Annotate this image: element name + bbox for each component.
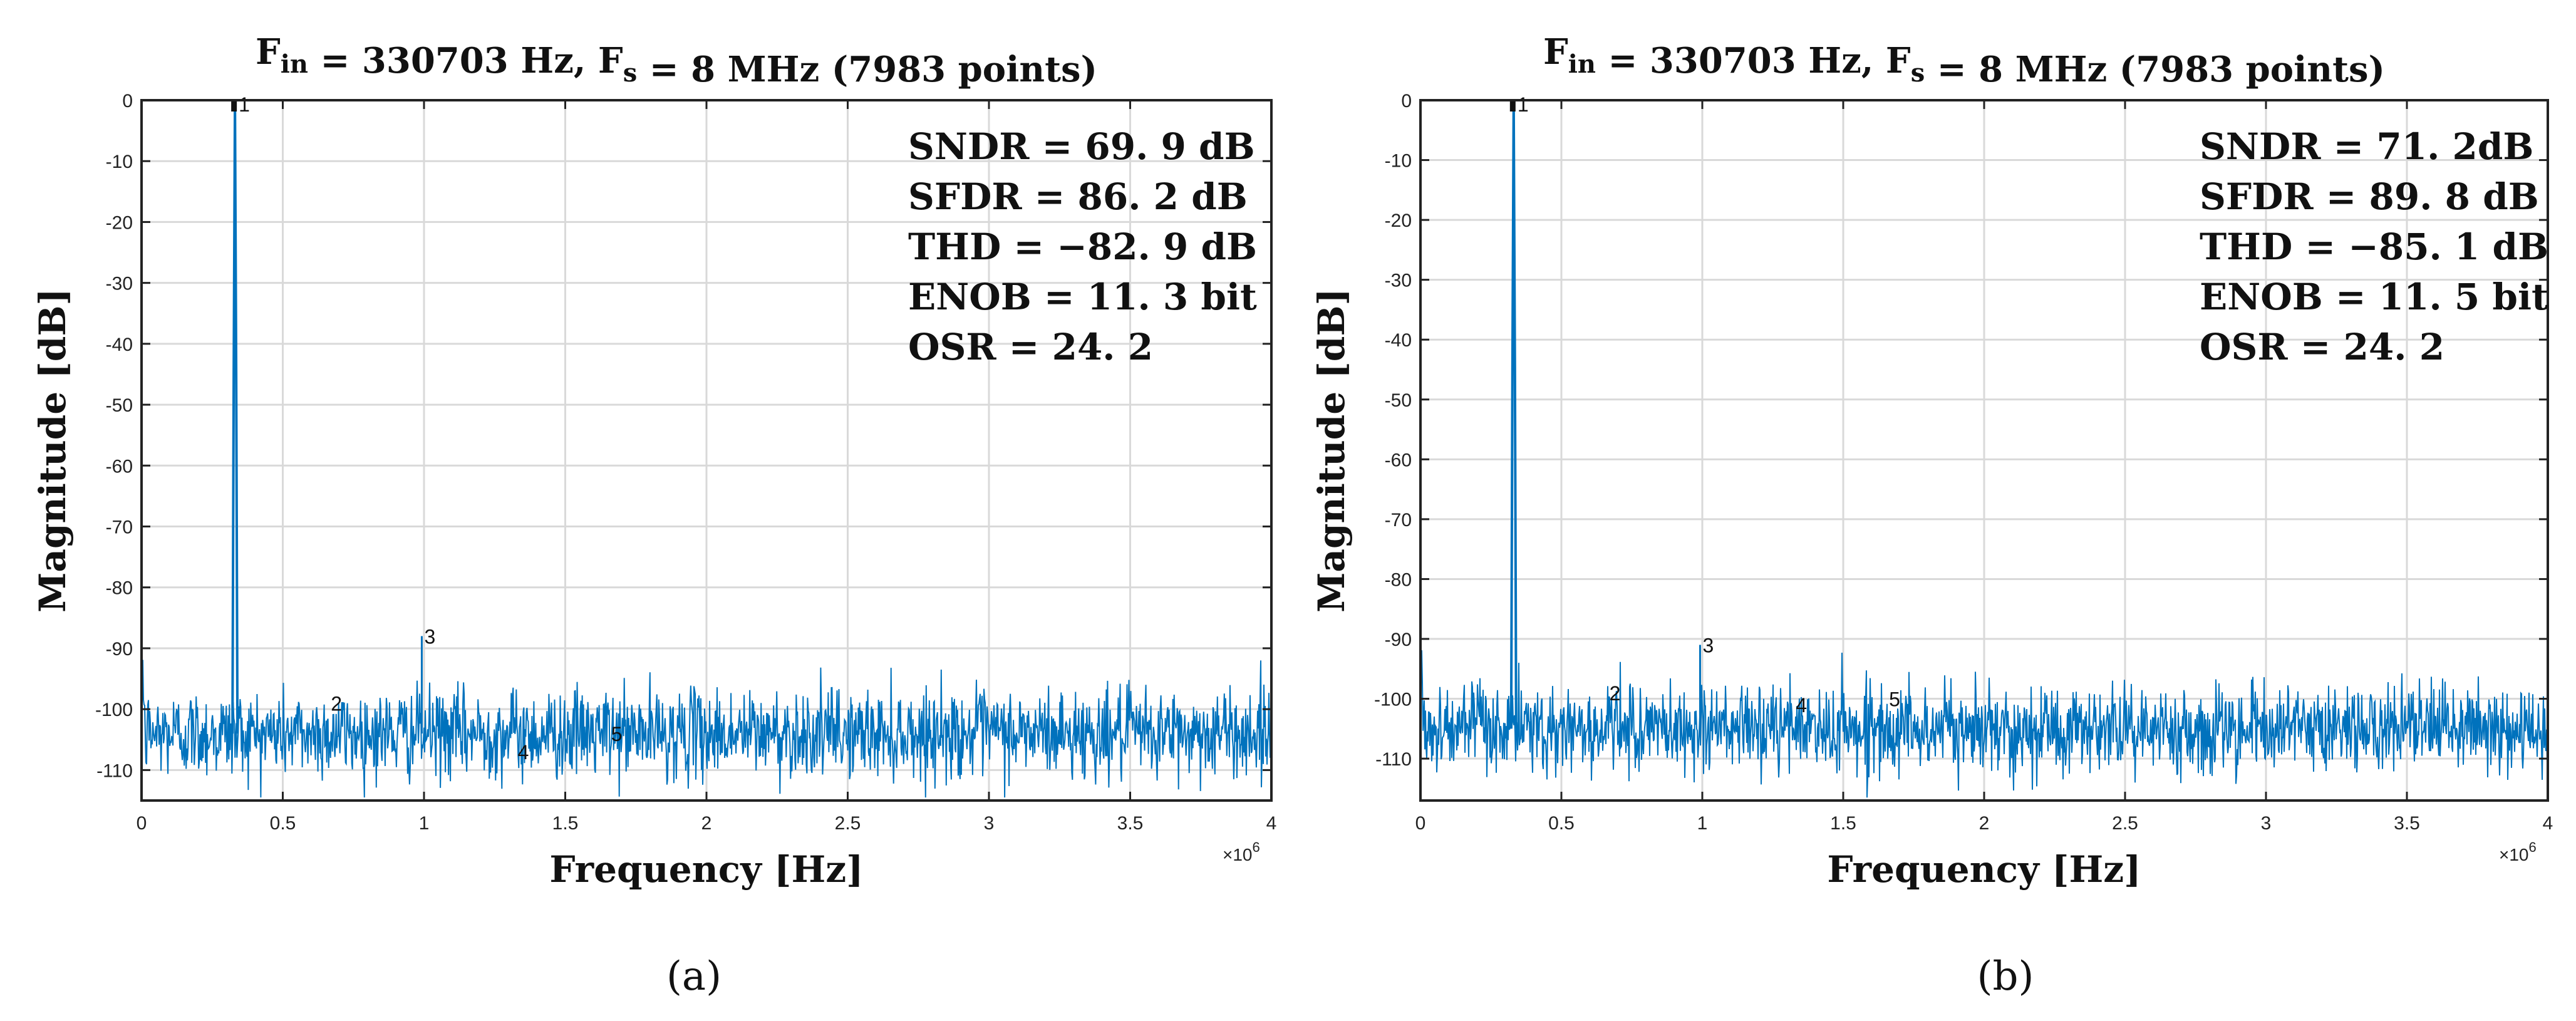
y-tick-label: -30: [1385, 271, 1412, 291]
x-multiplier: ×106: [1223, 839, 1260, 864]
x-tick-label: 4: [1266, 813, 1277, 834]
x-axis-label: Frequency [Hz]: [1827, 848, 2141, 891]
y-tick-label: -40: [1385, 330, 1412, 351]
title-part-f-in-sub: in: [281, 49, 308, 79]
title-part-f-in: F: [256, 31, 281, 73]
x-tick-label: 0: [137, 813, 147, 834]
x-tick-label: 1.5: [552, 813, 579, 834]
harmonic-marker: [231, 100, 237, 111]
title-part-f-in-sub: in: [1568, 49, 1596, 79]
stats-annotation: SNDR = 71. 2dB: [2200, 125, 2533, 168]
title-part-f-s-eq: = 8 MHz (7983 points): [1925, 49, 2385, 90]
y-tick-label: -10: [1385, 151, 1412, 172]
title-part-f-s-sub: s: [1911, 58, 1925, 88]
x-axis-label: Frequency [Hz]: [549, 848, 863, 891]
x-tick-label: 0.5: [1548, 813, 1575, 834]
y-tick-label: -70: [1385, 510, 1412, 531]
chart-title: Fin = 330703 Hz, Fs = 8 MHz (7983 points…: [1543, 31, 2385, 90]
x-multiplier-base: ×10: [2499, 845, 2529, 864]
x-multiplier-exponent: 6: [2529, 839, 2537, 855]
y-tick-label: -110: [1375, 749, 1412, 770]
title-part-f-s: F: [598, 40, 623, 81]
y-tick-label: -60: [106, 456, 133, 477]
x-tick-label: 2.5: [2112, 813, 2138, 834]
panel-caption: (b): [1977, 953, 2034, 1000]
stats-annotation: OSR = 24. 2: [908, 326, 1153, 368]
harmonic-label: 2: [1610, 682, 1621, 705]
title-part-f-s: F: [1886, 40, 1911, 81]
stats-annotation: SFDR = 89. 8 dB: [2200, 175, 2539, 218]
x-tick-label: 0.5: [270, 813, 296, 834]
stats-annotation: OSR = 24. 2: [2200, 326, 2444, 368]
harmonic-label: 5: [1889, 688, 1900, 711]
x-tick-label: 1: [1697, 813, 1708, 834]
stats-annotation: ENOB = 11. 5 bit: [2200, 276, 2548, 318]
y-tick-label: -80: [106, 578, 133, 599]
y-tick-label: 0: [122, 91, 133, 111]
x-multiplier-exponent: 6: [1253, 839, 1260, 855]
y-tick-label: -80: [1385, 569, 1412, 590]
harmonic-label: 4: [1796, 694, 1807, 717]
y-tick-label: -20: [106, 212, 133, 233]
harmonic-label: 1: [1518, 93, 1529, 116]
x-tick-label: 3.5: [1117, 813, 1144, 834]
title-part-f-s-eq: = 8 MHz (7983 points): [637, 49, 1097, 90]
harmonic-label: 3: [1702, 635, 1714, 657]
x-tick-label: 3: [984, 813, 995, 834]
y-tick-label: -100: [95, 700, 133, 720]
harmonic-label: 4: [518, 741, 529, 764]
y-tick-label: -90: [1385, 630, 1412, 650]
y-tick-label: -110: [96, 760, 133, 781]
stats-annotation: ENOB = 11. 3 bit: [908, 276, 1257, 318]
y-tick-label: -70: [106, 517, 133, 538]
y-tick-label: -90: [106, 639, 133, 660]
title-part-f-in-eq: = 330703 Hz,: [308, 40, 598, 81]
spectrum-noise-series: [1420, 650, 2548, 798]
x-multiplier-base: ×10: [1223, 845, 1253, 864]
title-part-f-s-sub: s: [623, 58, 638, 88]
panel-caption: (a): [666, 953, 722, 1000]
spectrum-noise-series: [142, 660, 1272, 798]
x-tick-label: 2: [701, 813, 712, 834]
y-axis-label: Magnitude [dB]: [31, 288, 74, 613]
harmonic-marker: [1509, 100, 1516, 111]
stats-annotation: SFDR = 86. 2 dB: [908, 175, 1248, 218]
x-tick-label: 1: [419, 813, 430, 834]
title-part-f-in: F: [1543, 31, 1568, 73]
chart-title: Fin = 330703 Hz, Fs = 8 MHz (7983 points…: [256, 31, 1097, 90]
y-tick-label: -40: [106, 334, 133, 355]
x-tick-label: 4: [2543, 813, 2553, 834]
title-part-f-in-eq: = 330703 Hz,: [1596, 40, 1886, 81]
y-tick-label: -50: [106, 395, 133, 416]
harmonic-label: 5: [611, 723, 623, 745]
y-tick-label: 0: [1401, 91, 1412, 111]
x-tick-label: 2.5: [835, 813, 861, 834]
stats-annotation: SNDR = 69. 9 dB: [908, 125, 1255, 168]
harmonic-label: 3: [424, 626, 435, 648]
stats-annotation: THD = −85. 1 dB: [2200, 225, 2548, 268]
y-axis-label: Magnitude [dB]: [1310, 288, 1353, 613]
y-tick-label: -100: [1374, 690, 1412, 710]
x-tick-label: 2: [1979, 813, 1990, 834]
x-tick-label: 0: [1415, 813, 1426, 834]
x-tick-label: 3: [2261, 813, 2272, 834]
stats-annotation: THD = −82. 9 dB: [908, 225, 1257, 268]
y-tick-label: -10: [106, 152, 133, 172]
chart-panel-b: Fin = 330703 Hz, Fs = 8 MHz (7983 points…: [1310, 31, 2553, 1000]
y-tick-label: -30: [106, 274, 133, 294]
harmonic-label: 2: [331, 692, 342, 715]
y-tick-label: -50: [1385, 390, 1412, 411]
harmonic-label: 1: [239, 93, 250, 116]
chart-panel-a: Fin = 330703 Hz, Fs = 8 MHz (7983 points…: [31, 31, 1276, 1000]
x-multiplier: ×106: [2499, 839, 2537, 864]
y-tick-label: -20: [1385, 210, 1412, 231]
x-tick-label: 1.5: [1830, 813, 1856, 834]
x-tick-label: 3.5: [2394, 813, 2420, 834]
y-tick-label: -60: [1385, 450, 1412, 470]
